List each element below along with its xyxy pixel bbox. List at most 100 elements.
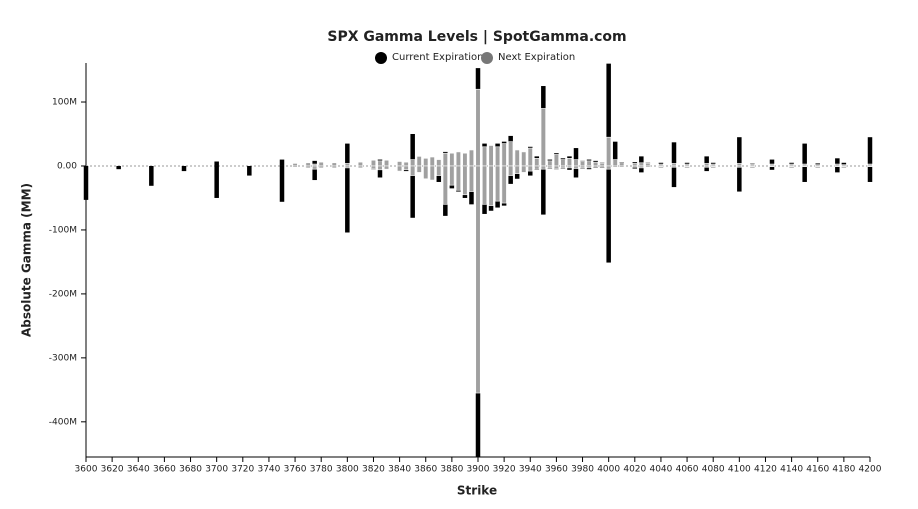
bar — [501, 143, 507, 167]
bar — [579, 165, 586, 169]
bar — [534, 165, 540, 170]
x-tick-label: 4100 — [728, 465, 751, 475]
bar — [606, 136, 612, 167]
bar — [789, 165, 795, 167]
bar — [292, 163, 298, 167]
bar — [481, 146, 488, 167]
bar — [377, 165, 383, 171]
bar — [684, 165, 690, 167]
bar — [867, 137, 873, 166]
x-tick-label: 3740 — [257, 465, 280, 475]
x-tick-label: 4060 — [676, 465, 699, 475]
y-tick-label: 100M — [52, 98, 77, 108]
bar — [481, 165, 488, 205]
legend-swatch — [375, 52, 387, 64]
bar — [586, 165, 592, 169]
bar — [802, 143, 807, 166]
bar — [638, 162, 644, 167]
bar — [495, 165, 501, 202]
bar — [560, 159, 566, 167]
bar — [410, 165, 415, 218]
x-tick-label: 3920 — [493, 465, 516, 475]
bar — [416, 156, 422, 167]
bar — [410, 159, 416, 167]
x-tick-label: 3960 — [545, 465, 568, 475]
bar — [599, 163, 605, 167]
bar — [357, 165, 363, 169]
bar — [658, 165, 664, 167]
bar — [247, 165, 252, 176]
bar — [377, 160, 383, 167]
bar — [704, 163, 710, 167]
x-tick-label: 4160 — [806, 465, 829, 475]
bar — [305, 162, 311, 167]
bar — [671, 165, 677, 168]
bar — [540, 165, 546, 170]
x-tick-label: 3680 — [179, 465, 202, 475]
x-tick-label: 4080 — [702, 465, 725, 475]
x-tick-label: 4040 — [649, 465, 672, 475]
bar — [645, 165, 651, 168]
bar — [344, 165, 350, 169]
bar — [521, 151, 527, 167]
bar — [475, 165, 481, 394]
bar — [429, 165, 435, 181]
bar — [671, 165, 677, 188]
legend-swatch — [481, 52, 493, 64]
bar — [815, 165, 821, 167]
bar — [181, 165, 187, 172]
x-tick-label: 3720 — [231, 465, 254, 475]
chart-title: SPX Gamma Levels | SpotGamma.com — [327, 29, 626, 45]
bar — [495, 146, 501, 167]
bar — [710, 165, 716, 167]
bar — [749, 165, 755, 167]
x-tick-label: 3780 — [310, 465, 333, 475]
bar — [566, 165, 573, 169]
bar — [331, 162, 337, 167]
bar — [403, 165, 409, 171]
bar — [462, 152, 468, 167]
bar — [612, 159, 618, 167]
bar — [671, 163, 677, 167]
bar — [769, 165, 775, 170]
bar — [540, 108, 546, 167]
x-tick-label: 3700 — [205, 465, 228, 475]
bar — [318, 161, 324, 167]
x-tick-label: 3800 — [336, 465, 359, 475]
bar — [639, 165, 644, 173]
bar — [835, 158, 840, 166]
x-tick-label: 3620 — [101, 465, 124, 475]
bar — [501, 165, 507, 204]
bar — [312, 165, 318, 170]
bar — [468, 165, 475, 192]
bar — [442, 165, 448, 205]
x-tick-label: 3880 — [440, 465, 463, 475]
bar — [383, 165, 390, 170]
bar — [566, 158, 573, 167]
x-tick-label: 3900 — [467, 465, 490, 475]
y-tick-label: -100M — [49, 225, 77, 235]
bar — [560, 165, 566, 169]
x-tick-label: 3860 — [414, 465, 437, 475]
bar — [573, 159, 579, 167]
bar — [488, 165, 494, 206]
bar — [214, 161, 219, 166]
bar — [305, 165, 311, 169]
bar — [423, 165, 429, 180]
x-tick-label: 4020 — [623, 465, 646, 475]
bar — [508, 141, 514, 167]
x-tick-label: 4000 — [597, 465, 620, 475]
bar — [704, 165, 709, 172]
bar — [606, 165, 612, 170]
bar — [410, 133, 415, 166]
bar — [573, 165, 579, 178]
bar — [619, 165, 625, 168]
bar — [449, 152, 455, 167]
bar — [331, 165, 337, 169]
x-tick-label: 3940 — [519, 465, 542, 475]
bar — [403, 161, 409, 167]
bar — [547, 165, 553, 169]
bar — [671, 142, 677, 166]
